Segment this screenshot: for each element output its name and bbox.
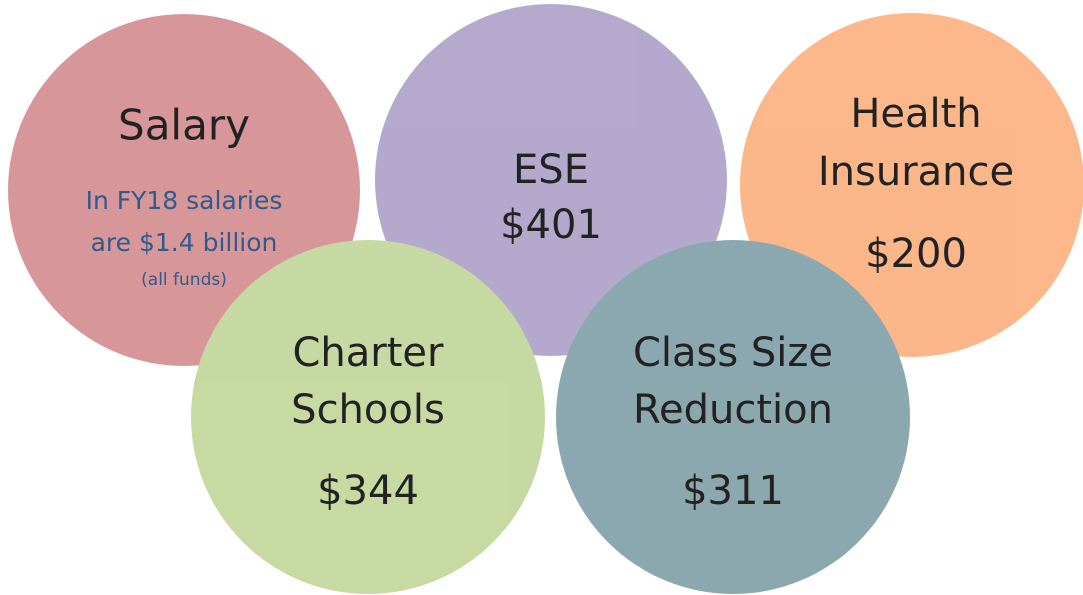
node-title: Reduction [633,387,833,433]
node-title: Charter [293,330,445,376]
node-amount: $200 [865,231,967,277]
node-title: Salary [118,101,250,150]
node-note: (all funds) [141,270,227,290]
node-amount: $311 [682,468,784,514]
node-title: Health [850,91,981,137]
node-title: ESE [513,147,589,193]
class-size-circle [556,240,910,594]
node-title: Class Size [633,330,833,376]
node-title: Schools [291,387,445,433]
charter-circle [191,240,545,594]
circles [8,4,1083,594]
node-note: are $1.4 billion [91,228,278,257]
node-note: In FY18 salaries [86,186,283,215]
node-amount: $344 [317,468,419,514]
node-amount: $401 [500,202,602,248]
node-title: Insurance [818,149,1014,195]
